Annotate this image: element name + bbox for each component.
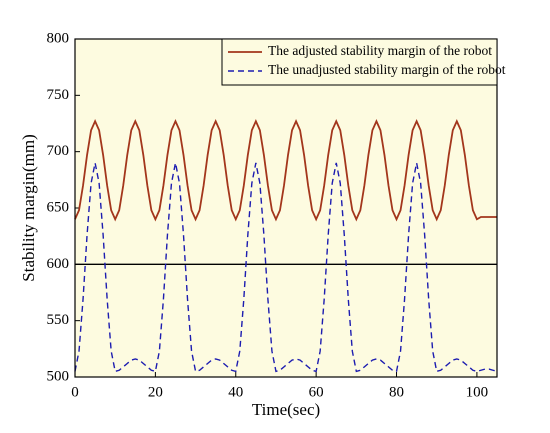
legend-label: The adjusted stability margin of the rob… [268, 43, 492, 58]
y-tick-label: 600 [47, 256, 70, 272]
y-tick-label: 800 [47, 30, 70, 46]
y-tick-label: 700 [47, 143, 70, 159]
series-line [74, 162, 498, 373]
x-tick-label: 60 [309, 384, 324, 400]
x-axis-label: Time(sec) [252, 400, 320, 419]
x-tick-label: 40 [228, 384, 243, 400]
y-tick-label: 750 [47, 87, 70, 103]
legend-box [221, 38, 498, 86]
x-tick-label: 0 [71, 384, 79, 400]
legend-label: The unadjusted stability margin of the r… [268, 62, 506, 77]
x-tick-label: 100 [466, 384, 489, 400]
plot-area [75, 39, 497, 377]
y-tick-label: 500 [47, 368, 70, 384]
series-line [74, 119, 497, 222]
x-tick-label: 80 [389, 384, 404, 400]
y-tick-label: 650 [47, 199, 70, 215]
x-tick-label: 20 [148, 384, 163, 400]
y-tick-label: 550 [47, 312, 70, 328]
y-axis-label: Stability margin(mm) [19, 134, 38, 281]
